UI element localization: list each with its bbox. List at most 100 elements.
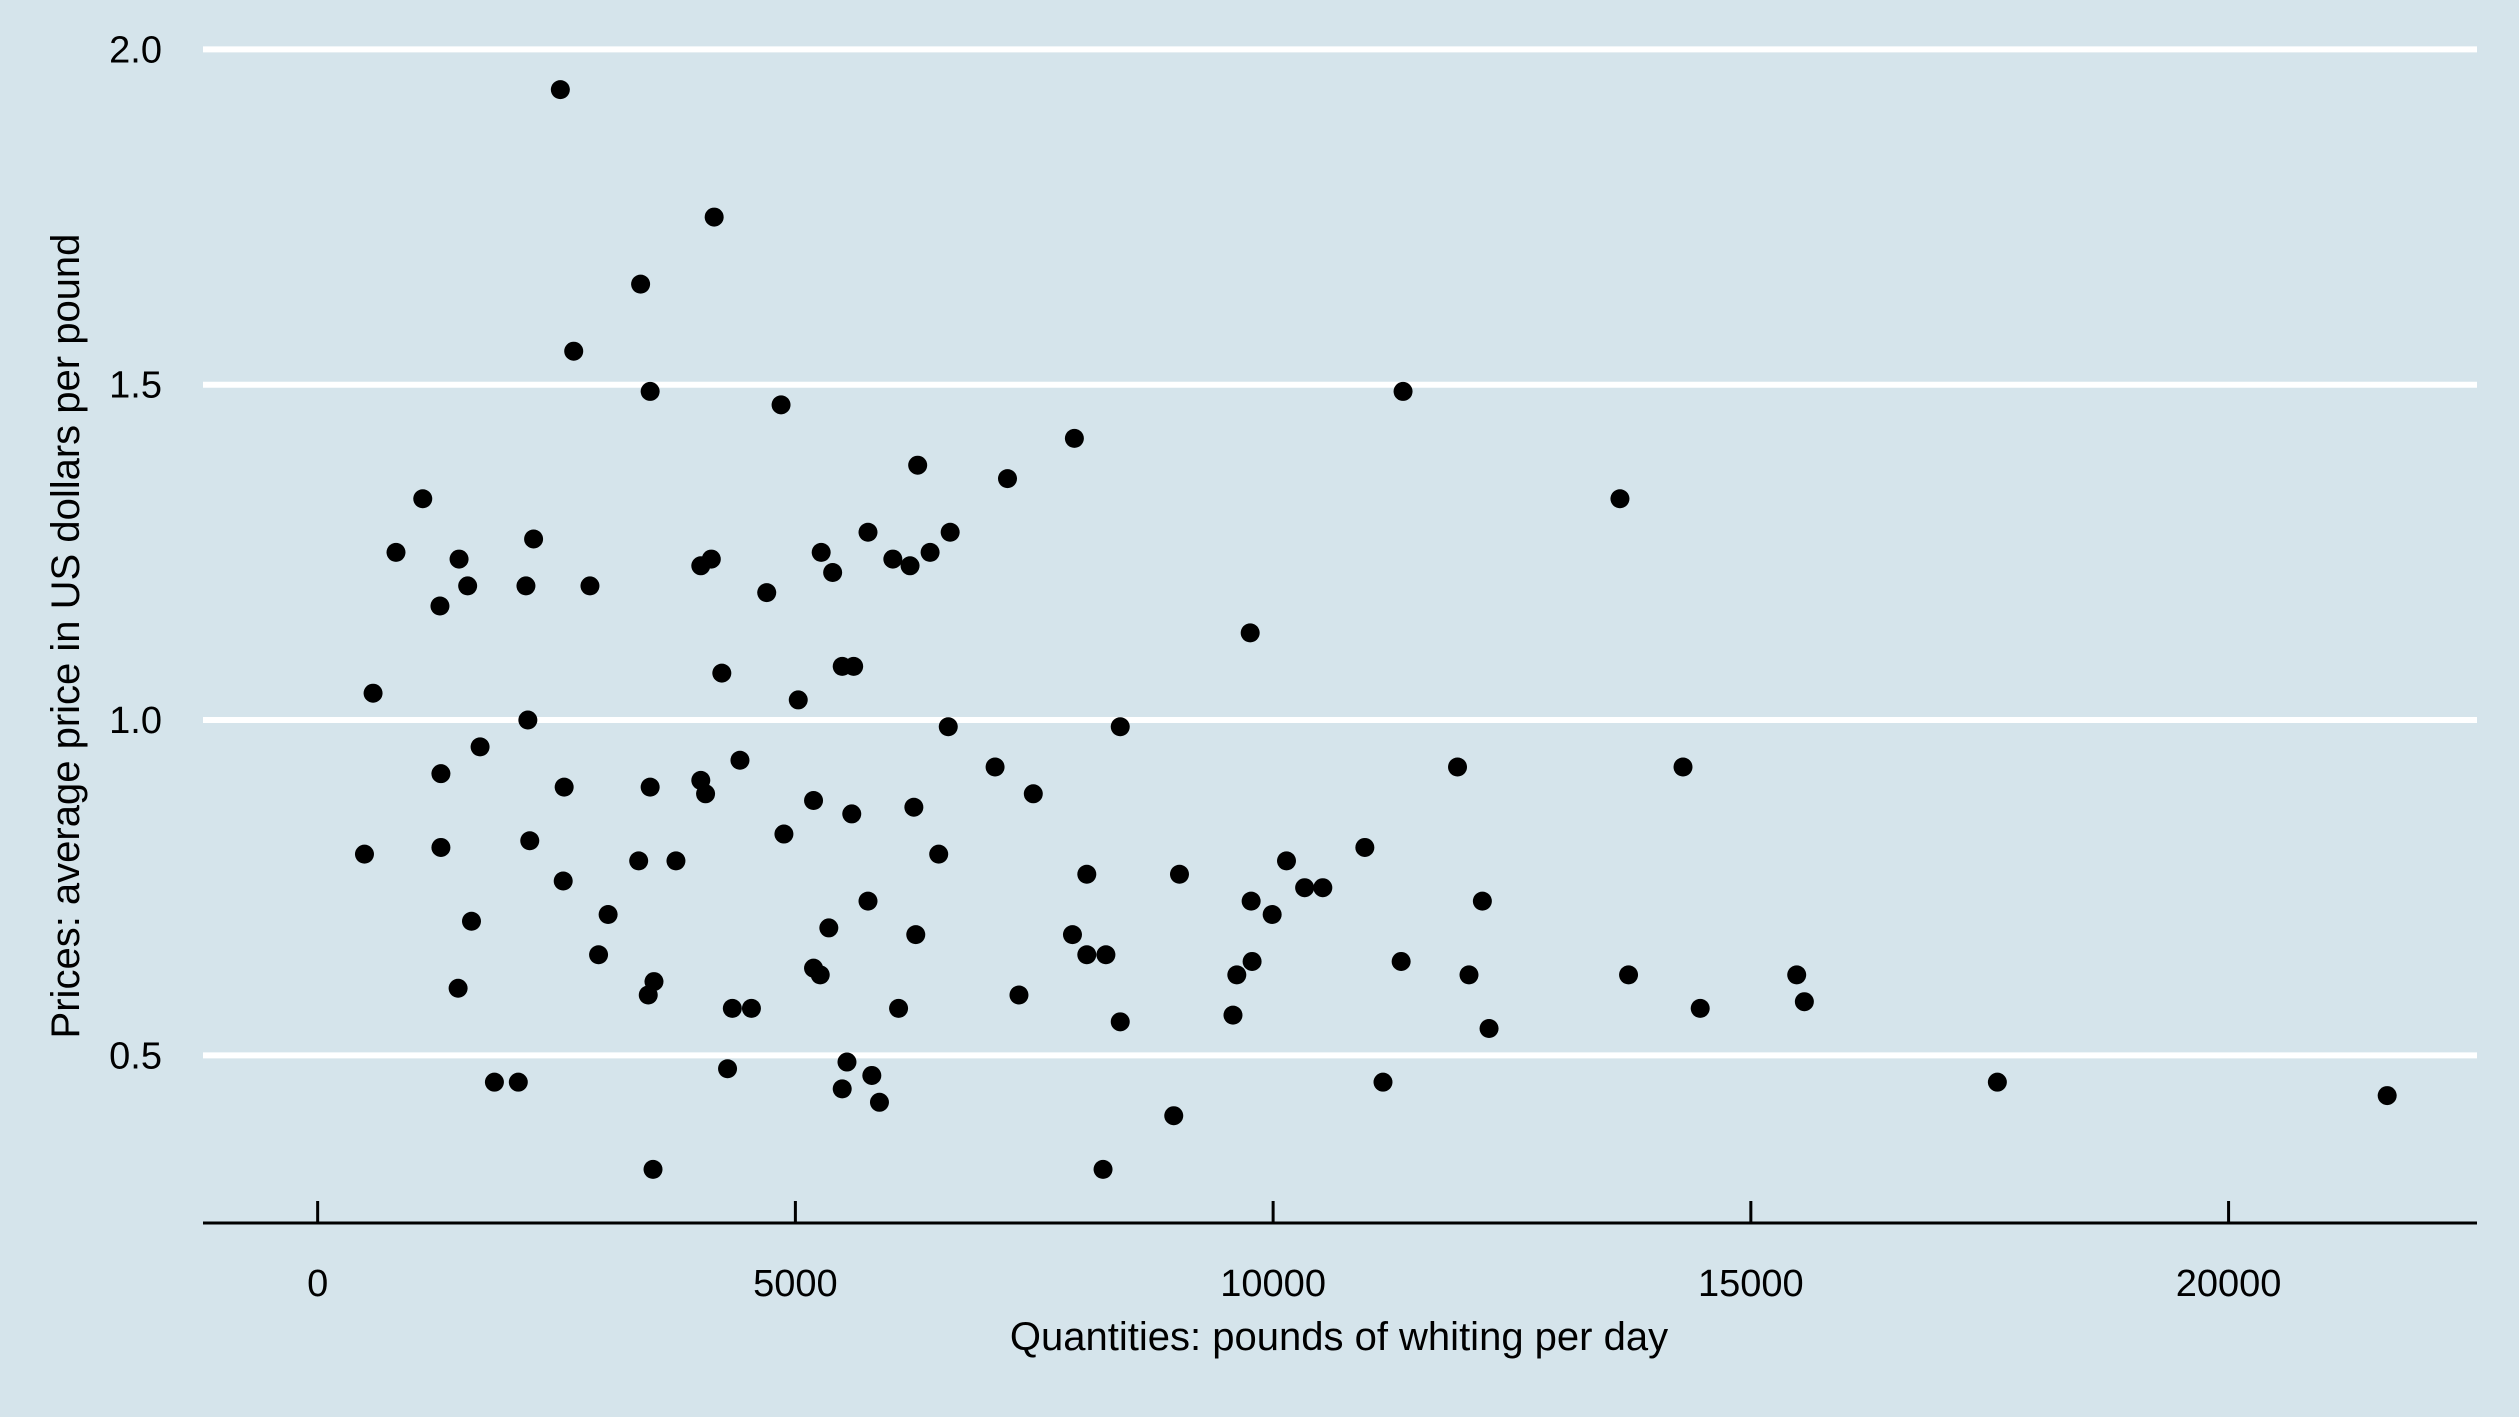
x-tick-label-0: 0	[307, 1263, 328, 1305]
data-point-41	[730, 750, 750, 770]
data-point-105	[1673, 757, 1693, 777]
data-point-2	[386, 542, 406, 562]
data-point-45	[774, 824, 794, 844]
data-point-26	[629, 851, 649, 871]
data-point-62	[883, 549, 903, 569]
data-point-6	[431, 837, 451, 857]
data-point-24	[598, 905, 618, 925]
data-point-4	[430, 596, 450, 616]
data-point-94	[1313, 878, 1333, 898]
data-points	[354, 80, 2397, 1179]
data-point-30	[644, 972, 664, 992]
data-point-63	[889, 998, 909, 1018]
data-point-58	[858, 522, 878, 542]
data-point-90	[1242, 951, 1262, 971]
data-point-100	[1459, 965, 1479, 985]
data-point-91	[1262, 905, 1282, 925]
data-point-5	[431, 764, 451, 784]
data-point-22	[580, 576, 600, 596]
data-point-1	[363, 683, 383, 703]
data-point-44	[771, 395, 791, 415]
data-point-15	[518, 710, 538, 730]
data-point-19	[554, 777, 574, 797]
data-point-65	[904, 797, 924, 817]
data-point-0	[354, 844, 374, 864]
data-point-29	[640, 777, 660, 797]
data-point-102	[1479, 1019, 1499, 1039]
data-point-66	[906, 925, 926, 945]
data-point-47	[804, 791, 824, 811]
data-point-40	[722, 998, 742, 1018]
data-point-60	[862, 1065, 882, 1085]
data-point-68	[920, 542, 940, 562]
y-tick-label-0: 0.5	[109, 1035, 162, 1077]
data-point-107	[1787, 965, 1807, 985]
data-point-69	[929, 844, 949, 864]
data-point-77	[1064, 428, 1084, 448]
data-point-43	[757, 583, 777, 603]
y-tick-label-3: 2.0	[109, 29, 162, 71]
data-point-7	[449, 549, 469, 569]
x-axis-title: Quantities: pounds of whiting per day	[1010, 1315, 1668, 1359]
data-point-87	[1227, 965, 1247, 985]
data-point-13	[508, 1072, 528, 1092]
data-point-76	[1062, 925, 1082, 945]
data-point-64	[900, 556, 920, 576]
data-point-72	[985, 757, 1005, 777]
data-point-92	[1276, 851, 1296, 871]
data-point-17	[524, 529, 544, 549]
data-point-36	[701, 549, 721, 569]
data-point-85	[1169, 864, 1189, 884]
data-point-18	[550, 80, 570, 100]
x-tick-label-3: 15000	[1698, 1263, 1804, 1305]
data-point-71	[940, 522, 960, 542]
data-point-12	[484, 1072, 504, 1092]
data-point-81	[1096, 945, 1116, 965]
data-point-16	[520, 831, 540, 851]
gridlines	[203, 46, 2477, 1059]
data-point-97	[1391, 951, 1411, 971]
data-point-9	[458, 576, 478, 596]
data-point-75	[1023, 784, 1043, 804]
data-point-93	[1295, 878, 1315, 898]
data-point-78	[1077, 945, 1097, 965]
data-point-20	[553, 871, 573, 891]
data-point-70	[938, 717, 958, 737]
data-point-103	[1610, 489, 1630, 509]
data-point-83	[1110, 1012, 1130, 1032]
data-point-21	[564, 341, 584, 361]
data-point-67	[908, 455, 928, 475]
data-point-23	[589, 945, 609, 965]
y-axis-title: Prices: average price in US dollars per …	[44, 234, 88, 1039]
data-point-38	[712, 663, 732, 683]
data-point-61	[869, 1092, 889, 1112]
data-point-50	[811, 542, 831, 562]
data-point-82	[1110, 717, 1130, 737]
data-point-54	[832, 1079, 852, 1099]
data-point-96	[1373, 1072, 1393, 1092]
data-point-28	[640, 381, 660, 401]
data-point-74	[1009, 985, 1029, 1005]
data-point-79	[1077, 864, 1097, 884]
data-point-98	[1393, 381, 1413, 401]
y-axis-tick-labels: 0.5 1.0 1.5 2.0	[109, 29, 162, 1077]
data-point-110	[2377, 1086, 2397, 1106]
data-point-106	[1690, 998, 1710, 1018]
data-point-108	[1794, 992, 1814, 1012]
data-point-104	[1619, 965, 1639, 985]
x-axis: 0 5000 10000 15000 20000	[203, 1201, 2477, 1305]
data-point-14	[516, 576, 536, 596]
data-point-39	[718, 1059, 738, 1079]
data-point-55	[837, 1052, 857, 1072]
data-point-88	[1240, 623, 1260, 643]
data-point-84	[1164, 1106, 1184, 1126]
data-point-59	[858, 891, 878, 911]
data-point-73	[997, 469, 1017, 489]
data-point-11	[470, 737, 490, 757]
y-tick-label-1: 1.0	[109, 700, 162, 742]
data-point-42	[741, 998, 761, 1018]
data-point-57	[844, 656, 864, 676]
data-point-31	[643, 1159, 663, 1179]
